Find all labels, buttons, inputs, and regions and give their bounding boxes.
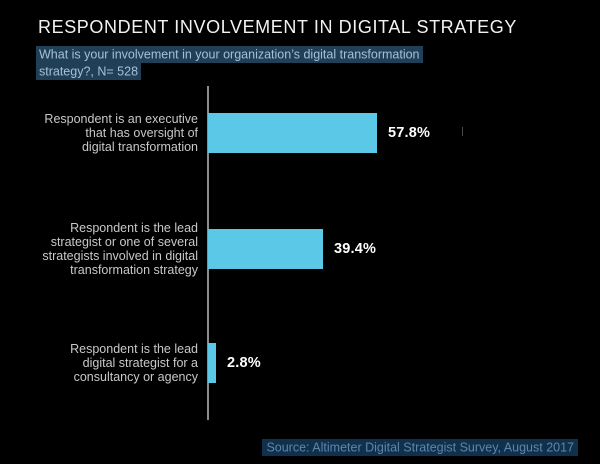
bar-row: Respondent is an executive that has over… bbox=[0, 112, 600, 154]
y-axis-line bbox=[207, 86, 209, 420]
category-label: Respondent is the lead strategist or one… bbox=[42, 221, 198, 277]
bar-row: Respondent is the lead digital strategis… bbox=[0, 342, 600, 384]
bar-row: Respondent is the lead strategist or one… bbox=[0, 221, 600, 277]
value-label: 2.8% bbox=[227, 355, 261, 371]
bar bbox=[208, 343, 216, 383]
chart-title: RESPONDENT INVOLVEMENT IN DIGITAL STRATE… bbox=[38, 17, 517, 37]
source-note: Source: Altimeter Digital Strategist Sur… bbox=[262, 438, 578, 456]
category-label: Respondent is an executive that has over… bbox=[44, 112, 198, 154]
chart-subtitle-highlighted-text: What is your involvement in your organiz… bbox=[36, 45, 423, 80]
bar bbox=[208, 229, 323, 269]
chart-subtitle: What is your involvement in your organiz… bbox=[36, 45, 434, 80]
text-cursor-artifact bbox=[462, 127, 463, 136]
category-label: Respondent is the lead digital strategis… bbox=[70, 342, 198, 384]
value-label: 39.4% bbox=[334, 241, 377, 257]
bar bbox=[208, 113, 377, 153]
value-label: 57.8% bbox=[388, 125, 431, 141]
source-note-highlighted-text: Source: Altimeter Digital Strategist Sur… bbox=[262, 438, 578, 456]
